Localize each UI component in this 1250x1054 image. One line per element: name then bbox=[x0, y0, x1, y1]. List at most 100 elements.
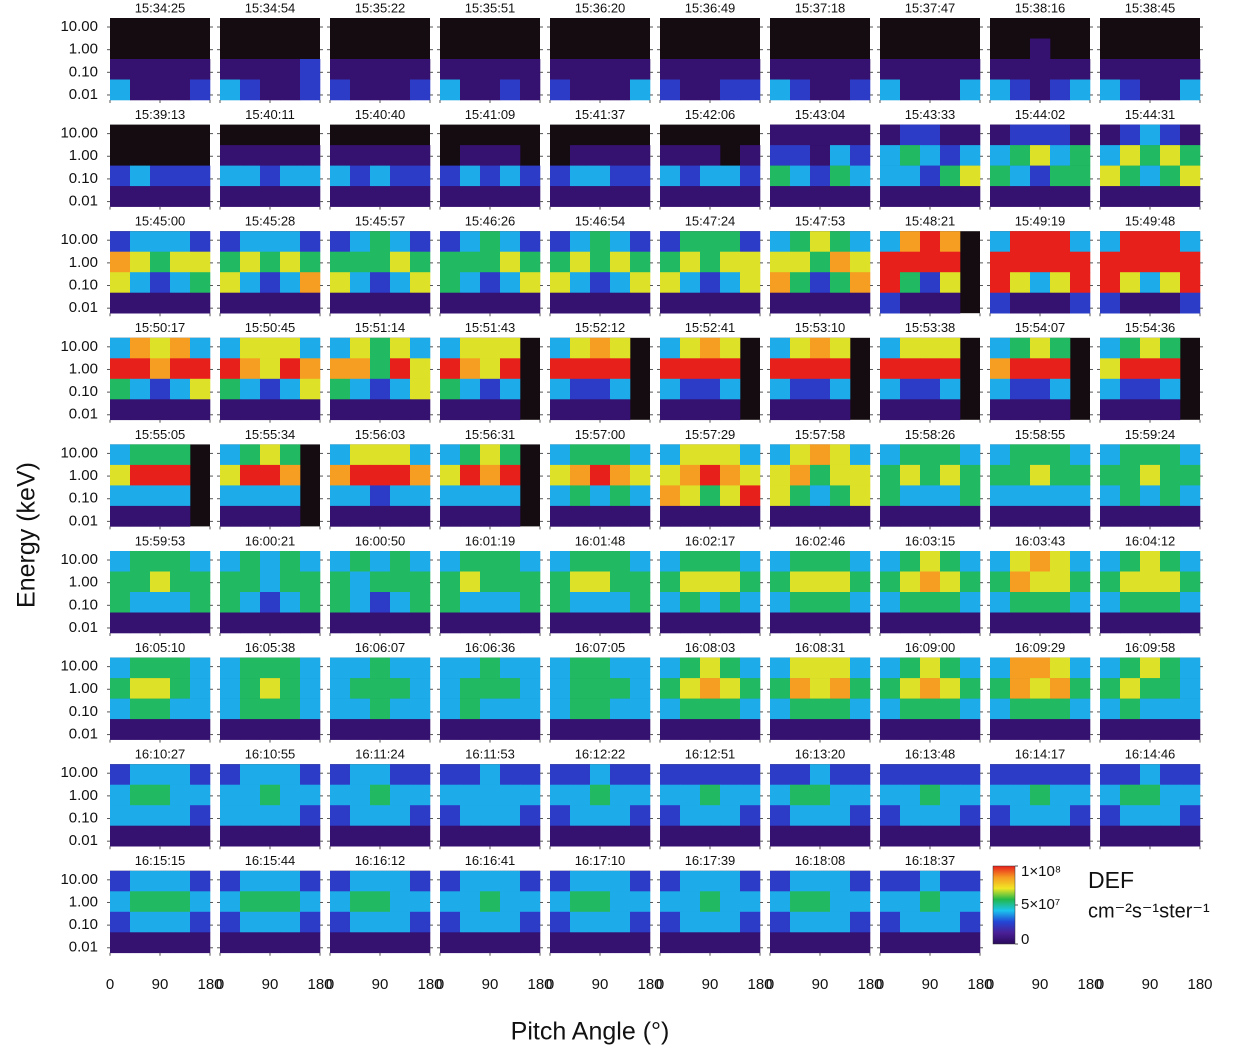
heatmap-cell bbox=[770, 444, 791, 466]
heatmap-cell bbox=[390, 505, 411, 527]
heatmap-cell bbox=[170, 764, 191, 785]
heatmap-cell bbox=[220, 657, 241, 679]
heatmap-cell bbox=[810, 292, 831, 314]
y-tick-label: 0.10 bbox=[69, 63, 98, 80]
heatmap-cell bbox=[110, 657, 131, 679]
heatmap-cell bbox=[220, 231, 241, 252]
heatmap-cell bbox=[330, 186, 351, 207]
heatmap-cell bbox=[330, 292, 351, 314]
heatmap-cell bbox=[130, 911, 151, 933]
heatmap-cell bbox=[350, 551, 371, 572]
heatmap-cell bbox=[830, 932, 851, 954]
heatmap-cell bbox=[390, 444, 411, 466]
panel: 15:49:19 bbox=[987, 214, 1093, 317]
heatmap-cell bbox=[390, 272, 411, 293]
heatmap-cell bbox=[460, 911, 481, 933]
heatmap-cell bbox=[1070, 124, 1091, 146]
heatmap-cell bbox=[630, 145, 651, 166]
heatmap-cell bbox=[1010, 678, 1031, 699]
heatmap-cell bbox=[1160, 784, 1181, 806]
heatmap-cell bbox=[880, 165, 901, 187]
y-tick-label: 0.10 bbox=[69, 703, 98, 720]
heatmap-cell bbox=[680, 932, 701, 954]
panel: 15:36:20 bbox=[547, 0, 653, 103]
heatmap-cell bbox=[150, 592, 171, 613]
heatmap-cell bbox=[260, 272, 281, 293]
heatmap-cell bbox=[680, 784, 701, 806]
heatmap-cell bbox=[300, 784, 321, 806]
panel: 15:40:11 bbox=[217, 107, 323, 210]
heatmap-cell bbox=[940, 571, 961, 593]
heatmap-cell bbox=[1010, 337, 1031, 359]
heatmap-cell bbox=[940, 891, 961, 913]
heatmap-cell bbox=[520, 251, 541, 273]
heatmap-cell bbox=[500, 464, 521, 486]
heatmap-cell bbox=[260, 251, 281, 273]
heatmap-cell bbox=[330, 825, 351, 847]
heatmap-cell bbox=[900, 464, 921, 486]
heatmap-cell bbox=[350, 870, 371, 892]
heatmap-cell bbox=[220, 378, 241, 400]
heatmap-cell bbox=[940, 551, 961, 572]
heatmap-cell bbox=[280, 784, 301, 806]
heatmap-cell bbox=[660, 231, 681, 252]
heatmap-cell bbox=[660, 79, 681, 101]
heatmap-cell bbox=[960, 124, 981, 146]
heatmap-cell bbox=[880, 292, 901, 314]
heatmap-cell bbox=[370, 399, 391, 421]
heatmap-cell bbox=[770, 145, 791, 166]
panel: 16:17:10 bbox=[547, 853, 653, 956]
heatmap-cell bbox=[940, 805, 961, 826]
heatmap-cell bbox=[900, 251, 921, 273]
heatmap-cell bbox=[920, 124, 941, 146]
heatmap-cell bbox=[550, 378, 571, 400]
heatmap-cell bbox=[700, 551, 721, 572]
heatmap-cell bbox=[190, 165, 211, 187]
heatmap-cell bbox=[370, 505, 391, 527]
heatmap-cell bbox=[1050, 59, 1071, 80]
heatmap-cell bbox=[960, 784, 981, 806]
heatmap-cell bbox=[240, 551, 261, 572]
panel: 15:38:16 bbox=[987, 0, 1093, 103]
heatmap-cell bbox=[1140, 784, 1161, 806]
heatmap-cell bbox=[810, 911, 831, 933]
heatmap-cell bbox=[1180, 251, 1201, 273]
heatmap-cell bbox=[610, 505, 631, 527]
heatmap-cell bbox=[150, 932, 171, 954]
heatmap-cell bbox=[1100, 612, 1121, 634]
heatmap-cell bbox=[220, 79, 241, 101]
heatmap-cell bbox=[370, 805, 391, 826]
heatmap-cell bbox=[850, 678, 871, 699]
panel: 15:44:31 bbox=[1097, 107, 1203, 210]
heatmap-cell bbox=[110, 551, 131, 572]
heatmap-cell bbox=[330, 337, 351, 359]
heatmap-cell bbox=[1030, 399, 1051, 421]
heatmap-cell bbox=[630, 251, 651, 273]
heatmap-cell bbox=[370, 79, 391, 101]
heatmap-cell bbox=[680, 59, 701, 80]
heatmap-cell bbox=[260, 719, 281, 740]
heatmap-cell bbox=[850, 657, 871, 679]
heatmap-cell bbox=[830, 505, 851, 527]
panel: 16:15:44 bbox=[217, 853, 323, 956]
heatmap-cell bbox=[700, 825, 721, 847]
heatmap-cell bbox=[790, 186, 811, 207]
heatmap-cell bbox=[280, 657, 301, 679]
heatmap-cell bbox=[190, 805, 211, 826]
heatmap-cell bbox=[1160, 251, 1181, 273]
heatmap-cell bbox=[150, 165, 171, 187]
heatmap-cell bbox=[590, 719, 611, 740]
panel: 15:50:45 bbox=[217, 320, 323, 423]
heatmap-cell bbox=[810, 485, 831, 507]
heatmap-cell bbox=[610, 272, 631, 293]
heatmap-cell bbox=[130, 870, 151, 892]
heatmap-cell bbox=[190, 231, 211, 252]
heatmap-cell bbox=[900, 932, 921, 954]
heatmap-cell bbox=[170, 657, 191, 679]
heatmap-cell bbox=[480, 231, 501, 252]
heatmap-cell bbox=[1030, 551, 1051, 572]
heatmap-cell bbox=[850, 571, 871, 593]
y-tick-label: 10.00 bbox=[60, 658, 98, 675]
heatmap-cell bbox=[940, 272, 961, 293]
